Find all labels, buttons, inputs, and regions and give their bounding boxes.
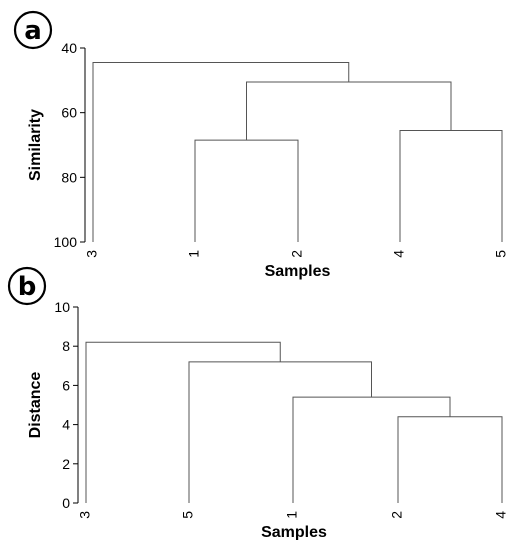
leaf-label: 5 [493,250,509,258]
y-tick-label: 100 [54,234,78,250]
y-tick-label: 60 [61,105,77,121]
y-tick-label: 0 [62,495,70,511]
x-axis-title: Samples [265,263,331,280]
leaf-label: 5 [180,511,196,519]
leaf-label: 4 [391,250,407,258]
dendrogram-branch [92,62,350,242]
leaf-label: 2 [389,511,405,519]
y-tick-label: 4 [62,417,70,433]
y-tick-label: 10 [54,299,70,315]
dendrogram-branch [194,139,299,242]
dendrogram-branch [246,81,452,141]
dendrogram-branch [399,129,503,242]
leaf-label: 1 [186,250,202,258]
panel-label-circle [13,10,53,50]
leaf-label: 2 [289,250,305,258]
y-tick-label: 2 [62,456,70,472]
y-tick-label: 40 [61,40,77,56]
dendrogram-branch [292,396,451,503]
y-axis-title: Distance [27,372,44,439]
x-axis-title: Samples [261,524,327,540]
panel-label: b [18,272,37,302]
panel-label: a [24,16,42,46]
y-axis-title: Similarity [27,109,44,181]
leaf-label: 3 [84,250,100,258]
dendrogram-branch [397,416,503,503]
panel-label-circle [7,266,47,306]
leaf-label: 4 [493,511,509,519]
y-tick-label: 80 [61,169,77,185]
y-tick-label: 8 [62,338,70,354]
dendrogram-branch [188,361,372,503]
dendrogram-branch [85,341,281,503]
leaf-label: 1 [284,511,300,519]
y-tick-label: 6 [62,377,70,393]
leaf-label: 3 [77,511,93,519]
